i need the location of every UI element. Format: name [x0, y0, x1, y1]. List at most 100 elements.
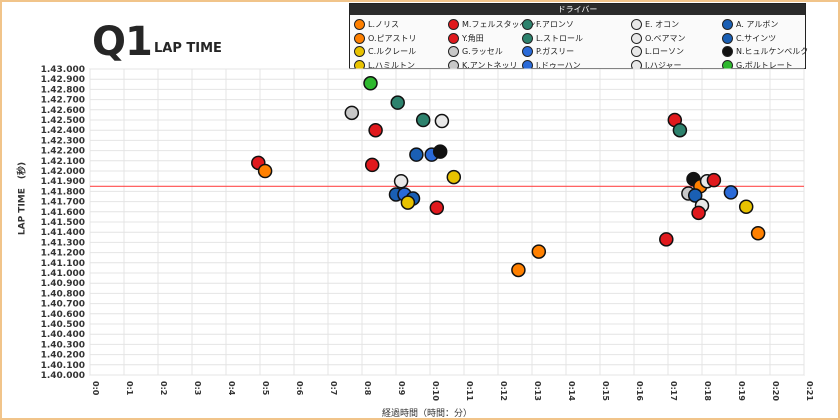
lap-point [750, 225, 766, 241]
legend-item: G.ラッセル [448, 45, 503, 58]
lap-point [738, 199, 754, 214]
lap-point [691, 205, 706, 221]
legend-label: A. アルボン [736, 20, 779, 29]
y-tick-label: 1.40.500 [41, 320, 85, 330]
driver-badge-icon [631, 32, 642, 44]
y-tick-label: 1.42.700 [41, 96, 85, 106]
driver-badge-icon [522, 32, 533, 44]
y-tick-label: 1.40.400 [41, 330, 85, 340]
x-tick-label: 0:1 [125, 381, 134, 396]
legend-label: L.ローソン [645, 47, 684, 56]
lap-point [723, 185, 739, 200]
driver-badge-icon [522, 46, 533, 57]
legend-item: C.サインツ [722, 32, 776, 45]
x-tick-label: 0:0 [91, 381, 100, 396]
x-tick-label: 0:10 [431, 381, 440, 401]
legend-label: O.ピアストリ [368, 33, 417, 43]
legend-label: Y.角田 [462, 33, 484, 43]
x-tick-label: 0:20 [771, 381, 780, 401]
lap-point [429, 200, 445, 215]
legend-item: O.ベアマン [631, 32, 686, 45]
legend-label: L.ノリス [368, 20, 399, 29]
lap-point [409, 147, 424, 162]
legend-item: L.ローソン [631, 45, 684, 58]
y-tick-label: 1.41.700 [41, 198, 85, 208]
x-tick-label: 0:15 [601, 381, 610, 401]
lap-point [390, 95, 405, 110]
legend-title: ドライバー [350, 4, 805, 15]
y-tick-label: 1.40.200 [41, 351, 85, 361]
y-axis-label: LAP TIME (秒) [17, 161, 28, 236]
lap-point [511, 262, 526, 278]
legend-label: G.ラッセル [462, 47, 503, 56]
lap-point [706, 172, 722, 188]
y-tick-label: 1.41.900 [41, 177, 85, 187]
y-tick-label: 1.40.900 [41, 279, 85, 289]
x-tick-label: 0:18 [703, 381, 712, 401]
legend-item: P.ガスリー [522, 45, 574, 58]
legend-label: M.フェルスタッペン [462, 20, 536, 29]
x-tick-label: 0:2 [159, 381, 168, 395]
driver-badge-icon [722, 19, 733, 30]
driver-badge-icon [448, 46, 459, 57]
y-tick-label: 1.40.800 [41, 289, 85, 299]
driver-badge-icon [722, 46, 733, 57]
lap-point [446, 169, 462, 185]
driver-badge-icon [631, 46, 642, 57]
legend-item: F.アロンソ [522, 18, 574, 31]
legend-label: I.ハジャー [645, 60, 682, 70]
x-tick-label: 0:3 [193, 381, 202, 395]
y-tick-label: 1.43.000 [41, 65, 85, 75]
y-tick-label: 1.40.600 [41, 310, 85, 320]
driver-badge-icon [448, 19, 459, 30]
legend-label: J.ドゥーハン [536, 60, 581, 70]
legend-label: L.ハミルトン [368, 60, 415, 70]
y-tick-label: 1.41.100 [41, 259, 85, 269]
lap-point [434, 113, 450, 129]
legend-label: F.アロンソ [536, 20, 574, 29]
legend-item: L.ストロール [522, 32, 583, 45]
lap-point [344, 105, 360, 121]
x-tick-label: 0:16 [635, 381, 644, 401]
y-tick-label: 1.42.300 [41, 136, 85, 146]
legend-label: C.サインツ [736, 33, 777, 43]
y-tick-label: 1.41.300 [41, 238, 85, 248]
y-tick-label: 1.41.200 [41, 249, 85, 259]
y-tick-label: 1.40.000 [41, 371, 85, 381]
x-tick-label: 0:12 [499, 381, 508, 401]
lap-point [400, 195, 416, 210]
legend-label: C.ルクレール [368, 47, 417, 56]
y-tick-label: 1.42.800 [41, 85, 85, 95]
driver-badge-icon [631, 19, 642, 30]
y-tick-label: 1.42.000 [41, 167, 85, 177]
legend-label: E. オコン [645, 20, 680, 29]
driver-badge-icon [722, 32, 733, 44]
legend-item: C.ルクレール [354, 45, 416, 58]
y-tick-label: 1.42.500 [41, 116, 85, 126]
x-tick-label: 0:11 [465, 381, 474, 401]
lap-point [687, 188, 703, 203]
x-tick-label: 0:17 [669, 381, 678, 401]
x-tick-label: 0:5 [261, 381, 270, 396]
legend-item: L.ノリス [354, 18, 399, 31]
y-tick-label: 1.41.800 [41, 187, 85, 197]
lap-point [257, 163, 273, 179]
y-tick-label: 1.42.200 [41, 147, 85, 157]
lap-point [659, 232, 674, 247]
legend-item: N.ヒュルケンベルク [722, 45, 808, 58]
x-tick-label: 0:14 [567, 381, 576, 401]
driver-badge-icon [448, 32, 459, 44]
y-tick-label: 1.42.400 [41, 126, 85, 136]
y-tick-label: 1.42.100 [41, 157, 85, 167]
chart-subtitle: LAP TIME [154, 41, 222, 56]
session-title: Q1 [92, 19, 153, 65]
x-tick-label: 0:19 [737, 381, 746, 401]
x-tick-label: 0:7 [329, 381, 338, 395]
driver-badge-icon [354, 32, 365, 44]
lap-point [432, 144, 448, 159]
y-tick-label: 1.41.600 [41, 208, 85, 218]
y-tick-label: 1.41.400 [41, 228, 85, 238]
legend-label: K.アントネッリ [462, 60, 518, 70]
legend-item: M.フェルスタッペン [448, 18, 535, 31]
